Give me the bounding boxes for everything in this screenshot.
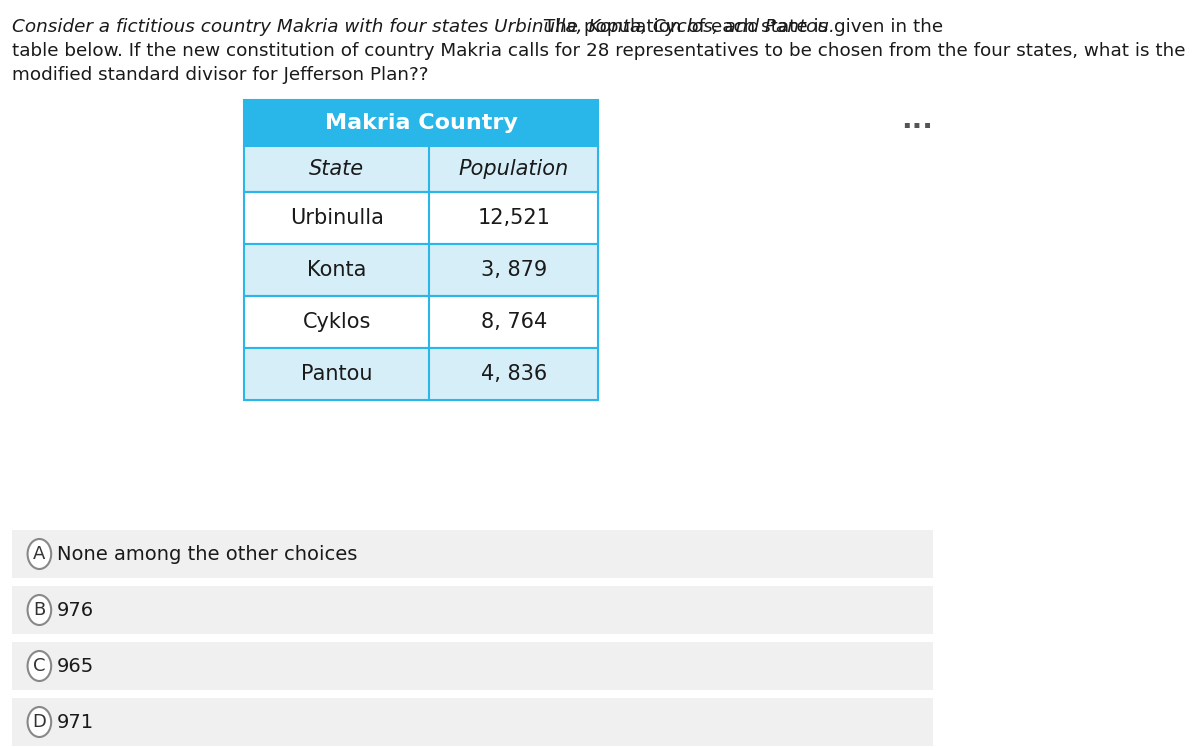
Text: 3, 879: 3, 879: [481, 260, 547, 280]
Text: Pantou: Pantou: [301, 364, 372, 384]
FancyBboxPatch shape: [244, 100, 599, 146]
Text: None among the other choices: None among the other choices: [56, 545, 358, 563]
Text: 976: 976: [56, 601, 94, 619]
Text: table below. If the new constitution of country Makria calls for 28 representati: table below. If the new constitution of …: [12, 42, 1186, 60]
FancyBboxPatch shape: [12, 642, 934, 690]
FancyBboxPatch shape: [244, 244, 599, 296]
Text: C: C: [34, 657, 46, 675]
Text: ...: ...: [901, 106, 934, 134]
Circle shape: [28, 595, 52, 625]
FancyBboxPatch shape: [12, 698, 934, 746]
FancyBboxPatch shape: [244, 192, 599, 244]
Text: A: A: [34, 545, 46, 563]
FancyBboxPatch shape: [244, 348, 599, 400]
Text: 4, 836: 4, 836: [481, 364, 547, 384]
Text: Population: Population: [458, 159, 569, 179]
Text: Makria Country: Makria Country: [325, 113, 517, 133]
Text: The population of each state is given in the: The population of each state is given in…: [539, 18, 943, 36]
Circle shape: [28, 707, 52, 737]
Text: 971: 971: [56, 713, 94, 731]
Text: Konta: Konta: [307, 260, 366, 280]
FancyBboxPatch shape: [244, 296, 599, 348]
Text: Consider a fictitious country Makria with four states Urbinulla, Konta, Cyclos, : Consider a fictitious country Makria wit…: [12, 18, 835, 36]
FancyBboxPatch shape: [244, 146, 599, 192]
FancyBboxPatch shape: [12, 586, 934, 634]
FancyBboxPatch shape: [12, 530, 934, 578]
Text: D: D: [32, 713, 47, 731]
Text: Cyklos: Cyklos: [302, 312, 371, 332]
Text: B: B: [34, 601, 46, 619]
Text: State: State: [310, 159, 364, 179]
Text: 965: 965: [56, 657, 94, 675]
Circle shape: [28, 651, 52, 681]
Text: modified standard divisor for Jefferson Plan??: modified standard divisor for Jefferson …: [12, 66, 428, 84]
Text: Urbinulla: Urbinulla: [289, 208, 384, 228]
Text: 12,521: 12,521: [478, 208, 551, 228]
Circle shape: [28, 539, 52, 569]
Text: 8, 764: 8, 764: [481, 312, 547, 332]
